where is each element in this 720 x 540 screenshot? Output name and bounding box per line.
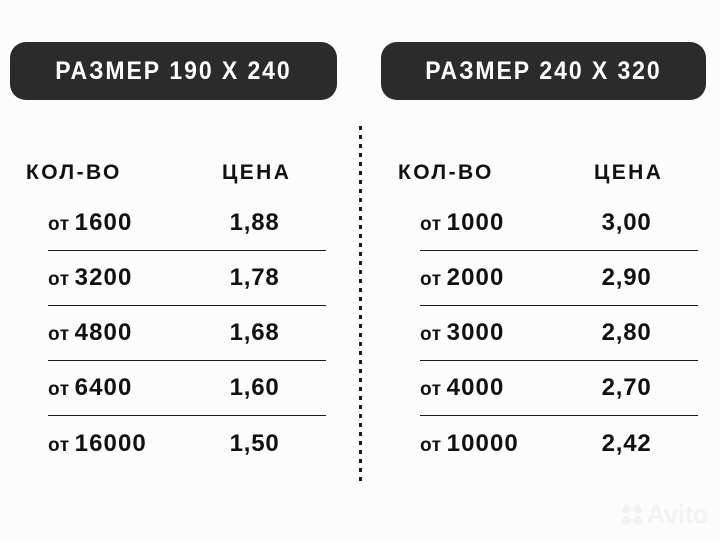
column-header-price: ЦЕНА <box>594 161 664 184</box>
avito-watermark-label: Avito <box>646 499 708 529</box>
cell-quantity: от 2000 <box>420 264 602 292</box>
cell-quantity: от 4800 <box>48 319 230 347</box>
table-row: от 10000 2,42 <box>420 416 698 471</box>
table-header-row: КОЛ-ВО ЦЕНА <box>398 150 698 196</box>
cell-price: 2,70 <box>601 374 652 401</box>
cell-quantity: от 1600 <box>48 209 230 237</box>
size-badge-right-label: РАЗМЕР 240 X 320 <box>425 56 662 85</box>
table-row: от 6400 1,60 <box>48 361 326 416</box>
vertical-dotted-divider <box>359 126 362 482</box>
cell-quantity-prefix: от <box>420 214 442 235</box>
avito-watermark: Avito <box>622 499 708 530</box>
cell-quantity: от 3200 <box>48 264 230 292</box>
cell-quantity: от 3000 <box>420 319 602 347</box>
table-row: от 16000 1,50 <box>48 416 326 471</box>
table-row: от 4800 1,68 <box>48 306 326 361</box>
cell-quantity-prefix: от <box>48 214 70 235</box>
cell-price: 1,88 <box>229 209 280 236</box>
cell-price: 2,80 <box>601 319 652 346</box>
cell-price: 1,68 <box>229 319 280 346</box>
cell-quantity-value: 10000 <box>446 429 519 457</box>
cell-quantity-prefix: от <box>420 434 442 456</box>
size-badges: РАЗМЕР 190 X 240 РАЗМЕР 240 X 320 <box>0 42 720 100</box>
column-header-price: ЦЕНА <box>222 161 292 184</box>
size-badge-right: РАЗМЕР 240 X 320 <box>381 42 706 100</box>
cell-price: 1,78 <box>229 264 280 291</box>
cell-price: 1,50 <box>229 429 280 457</box>
cell-price: 3,00 <box>601 209 652 236</box>
cell-quantity-prefix: от <box>48 324 70 345</box>
cell-quantity: от 10000 <box>420 430 602 458</box>
table-row: от 4000 2,70 <box>420 361 698 416</box>
size-badge-left: РАЗМЕР 190 X 240 <box>10 42 337 100</box>
cell-quantity: от 16000 <box>48 430 230 458</box>
cell-price: 1,60 <box>229 374 280 401</box>
cell-quantity-value: 4000 <box>446 374 505 401</box>
cell-quantity-prefix: от <box>48 379 70 400</box>
cell-quantity-value: 2000 <box>446 264 505 291</box>
cell-quantity-prefix: от <box>420 324 442 345</box>
cell-quantity-value: 1600 <box>74 209 133 236</box>
table-header-row: КОЛ-ВО ЦЕНА <box>26 150 326 196</box>
cell-quantity-value: 16000 <box>74 429 147 457</box>
cell-quantity-value: 3000 <box>446 319 505 346</box>
cell-quantity: от 6400 <box>48 374 230 402</box>
cell-quantity-value: 1000 <box>446 209 505 236</box>
size-badge-left-label: РАЗМЕР 190 X 240 <box>55 56 292 85</box>
cell-quantity-value: 4800 <box>74 319 133 346</box>
table-row: от 3200 1,78 <box>48 251 326 306</box>
cell-quantity-value: 3200 <box>74 264 133 291</box>
cell-price: 2,42 <box>601 429 652 457</box>
cell-quantity-prefix: от <box>420 269 442 290</box>
table-row: от 3000 2,80 <box>420 306 698 361</box>
cell-quantity-prefix: от <box>48 269 70 290</box>
cell-quantity: от 1000 <box>420 209 602 237</box>
price-table-right: КОЛ-ВО ЦЕНА от 1000 3,00 от 2000 2,90 от 30… <box>398 150 698 471</box>
cell-quantity-prefix: от <box>48 434 70 456</box>
price-table-left: КОЛ-ВО ЦЕНА от 1600 1,88 от 3200 1,78 от 48… <box>26 150 326 471</box>
column-header-quantity: КОЛ-ВО <box>26 161 122 184</box>
table-row: от 1600 1,88 <box>48 196 326 251</box>
cell-price: 2,90 <box>601 264 652 291</box>
table-row: от 1000 3,00 <box>420 196 698 251</box>
cell-quantity-prefix: от <box>420 379 442 400</box>
cell-quantity: от 4000 <box>420 374 602 402</box>
column-header-quantity: КОЛ-ВО <box>398 161 494 184</box>
table-row: от 2000 2,90 <box>420 251 698 306</box>
cell-quantity-value: 6400 <box>74 374 133 401</box>
avito-dots-icon <box>622 504 643 525</box>
